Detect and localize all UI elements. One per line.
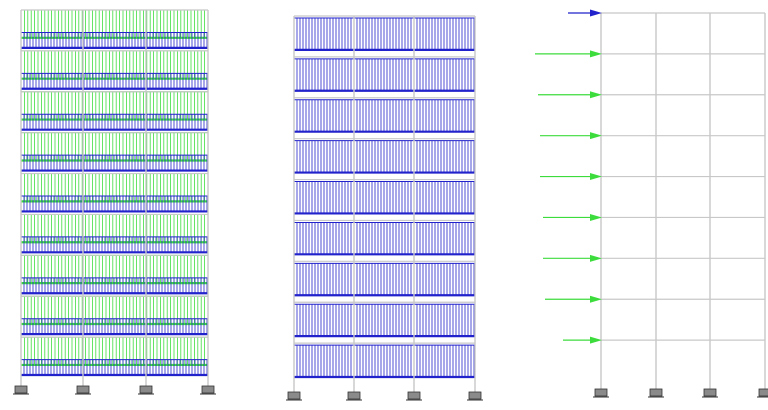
- fixed-support-icon: [467, 391, 483, 401]
- lateral-load-head: [590, 91, 602, 99]
- distributed-load-type-b: [293, 140, 475, 174]
- distributed-load-type-b: [20, 72, 208, 90]
- distributed-load-type-b: [20, 359, 208, 377]
- fixed-support-icon: [593, 388, 609, 398]
- arrow-right-icon: [540, 173, 602, 181]
- fixed-support-icon: [406, 391, 422, 401]
- support-block: [703, 388, 717, 397]
- distributed-load-type-b: [293, 181, 475, 215]
- support-block: [407, 391, 421, 400]
- fixed-support-icon: [757, 388, 768, 398]
- lateral-load-head: [590, 295, 602, 303]
- lateral-load-head: [590, 254, 602, 262]
- arrow-right-icon: [540, 132, 602, 140]
- panel-combined-gravity-loads: [13, 9, 216, 395]
- distributed-load-type-b: [293, 262, 475, 297]
- distributed-load-type-b: [20, 277, 208, 295]
- support-block: [594, 388, 608, 397]
- fixed-support-icon: [200, 385, 216, 395]
- lateral-load-head: [590, 336, 602, 344]
- support-block: [14, 385, 28, 394]
- arrow-right-icon: [563, 336, 602, 344]
- fixed-support-icon: [138, 385, 154, 395]
- fixed-support-icon: [648, 388, 664, 398]
- support-block: [76, 385, 90, 394]
- distributed-load-type-b: [293, 344, 475, 379]
- distributed-load-type-b: [20, 154, 208, 172]
- fixed-support-icon: [75, 385, 91, 395]
- fixed-support-icon: [286, 391, 302, 401]
- arrow-right-icon: [535, 50, 602, 58]
- fixed-support-icon: [13, 385, 29, 395]
- support-block: [139, 385, 153, 394]
- support-block: [287, 391, 301, 400]
- arrow-right-icon: [545, 295, 602, 303]
- support-block: [468, 391, 482, 400]
- distributed-load-type-b: [293, 17, 475, 51]
- distributed-load-type-b: [293, 303, 475, 338]
- arrow-right-icon: [538, 91, 602, 99]
- distributed-load-type-b: [20, 195, 208, 213]
- lateral-load-head: [590, 50, 602, 58]
- distributed-load-type-b: [20, 318, 208, 336]
- support-block: [758, 388, 768, 397]
- distributed-load-type-b: [20, 113, 208, 131]
- support-block: [201, 385, 215, 394]
- arrow-right-icon: [543, 254, 602, 262]
- lateral-load-head: [590, 173, 602, 181]
- distributed-load-type-b: [293, 58, 475, 92]
- distributed-load-type-b: [293, 221, 475, 256]
- arrow-right-icon: [568, 9, 602, 17]
- fixed-support-icon: [702, 388, 718, 398]
- distributed-load-type-b: [20, 31, 208, 49]
- lateral-load-head: [590, 132, 602, 140]
- lateral-load-head: [590, 9, 602, 17]
- distributed-load-type-b: [20, 236, 208, 254]
- support-block: [347, 391, 361, 400]
- panel-lateral-point-loads: [535, 9, 768, 398]
- distributed-load-type-b: [293, 99, 475, 133]
- lateral-load-head: [590, 213, 602, 221]
- panel-uniform-distributed-load: [286, 15, 483, 401]
- fixed-support-icon: [346, 391, 362, 401]
- support-block: [649, 388, 663, 397]
- arrow-right-icon: [543, 213, 602, 221]
